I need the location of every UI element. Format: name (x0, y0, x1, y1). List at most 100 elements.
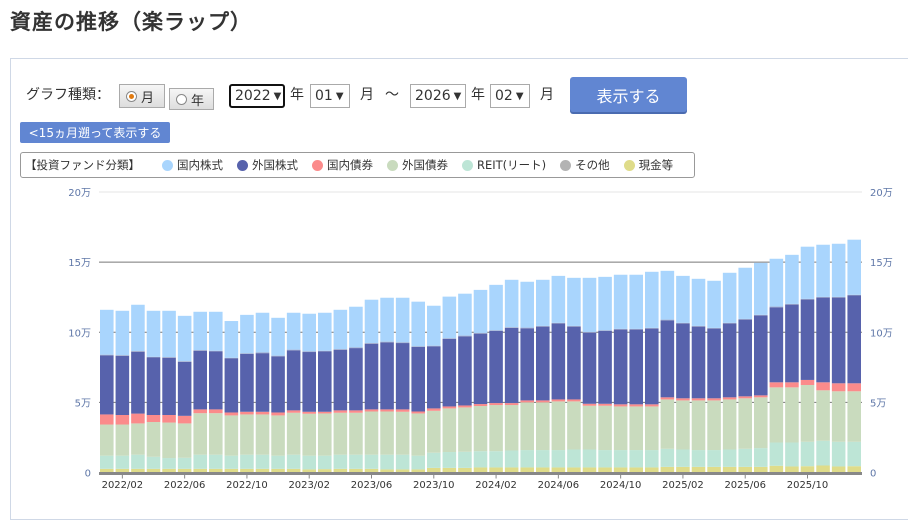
bar-segment (427, 345, 441, 347)
y-tick-label-right: 10万 (870, 328, 893, 339)
show-button[interactable]: 表示する (570, 77, 687, 112)
radio-month-label: 月 (141, 90, 155, 106)
bar-segment (240, 353, 254, 412)
bar-segment (660, 270, 675, 320)
radio-unchecked-icon (176, 93, 187, 105)
bar-segment (286, 349, 301, 351)
bar-segment (364, 343, 379, 410)
bar-segment (660, 399, 675, 449)
bar-segment (380, 342, 394, 410)
bar-segment (754, 395, 768, 398)
bar-segment (427, 305, 441, 346)
bar-segment (458, 293, 472, 336)
asset-stacked-bar-chart: 0 0 5万 5万 10万 10万 15万 15万 20万 20万 2022/02 2022/06 20… (68, 188, 893, 491)
bar-segment (240, 353, 254, 354)
bar-segment (364, 411, 379, 455)
bar-segment (598, 276, 612, 331)
bar-segment (754, 397, 768, 449)
legend-item: 外国債券 (387, 157, 448, 173)
bar-segment (536, 400, 550, 403)
bar-segment (442, 408, 457, 453)
bar-segment (473, 404, 488, 407)
bar-segment (536, 450, 550, 468)
bar-segment (255, 454, 270, 469)
radio-year[interactable]: 年 (169, 88, 214, 110)
bar-segment (286, 454, 301, 469)
bar-segment (504, 327, 519, 328)
bar-segment (722, 272, 737, 323)
bar-segment (613, 328, 628, 330)
bar-segment (613, 467, 628, 473)
bar-segment (520, 450, 534, 468)
bar-segment (520, 400, 534, 403)
bar-segment (598, 467, 612, 473)
bar-segment (224, 321, 239, 358)
chart-legend: 【投資ファンド分類】 国内株式 外国株式 国内債券 外国債券 REIT(リート) その他 現… (20, 152, 695, 178)
bar-segment (691, 450, 706, 467)
bar-segment (473, 451, 488, 468)
bar-segment (707, 400, 721, 451)
bar-segment (209, 351, 223, 410)
bar-segment (645, 328, 659, 405)
bar-segment (349, 306, 363, 348)
bar-segment (458, 335, 472, 337)
from-year-select[interactable]: 2022 ▼ (229, 84, 285, 108)
bar-segment (411, 301, 425, 347)
legend-swatch-icon (162, 159, 173, 171)
bar-segment (177, 457, 192, 469)
bar-segment (504, 403, 519, 406)
bar-segment (629, 450, 643, 468)
bar-segment (613, 404, 628, 407)
bar-segment (722, 323, 737, 398)
to-year-select[interactable]: 2026 ▼ (410, 84, 466, 108)
bar-segment (224, 357, 239, 359)
legend-label: 外国株式 (252, 158, 298, 172)
bar-segment (536, 279, 550, 326)
bar-segment (676, 398, 690, 401)
bar-segment (722, 449, 737, 467)
bar-segment (738, 448, 752, 467)
bar-segment (131, 468, 145, 473)
bar-segment (660, 319, 675, 321)
bar-segment (115, 355, 130, 356)
bar-segment (707, 466, 721, 473)
bar-segment (598, 405, 612, 451)
from-month-select[interactable]: 01 ▼ (310, 84, 350, 108)
bar-segment (146, 456, 161, 469)
bar-segment (567, 326, 581, 400)
bar-segment (629, 274, 643, 329)
bar-segment (302, 411, 316, 414)
bar-segment (754, 262, 768, 315)
bar-segment (629, 329, 643, 405)
chevron-down-icon: ▼ (515, 90, 524, 102)
bar-segment (504, 405, 519, 451)
bar-segment (224, 468, 239, 473)
bar-segment (613, 450, 628, 468)
back-15-months-button[interactable]: <15ヵ月遡って表示する (20, 122, 170, 143)
bar-segment (162, 468, 176, 473)
bar-segment (769, 442, 784, 466)
radio-month[interactable]: 月 (119, 84, 165, 108)
bar-segment (380, 469, 394, 473)
bar-segment (738, 466, 752, 473)
x-tick-label: 2024/10 (600, 480, 642, 491)
legend-label: 現金等 (638, 158, 674, 172)
bar-segment (115, 414, 130, 425)
to-month-select[interactable]: 02 ▼ (490, 84, 530, 108)
bar-segment (318, 413, 332, 456)
bar-segment (645, 406, 659, 451)
bar-segment (629, 404, 643, 407)
bar-segment (255, 312, 270, 353)
x-tick-label: 2022/02 (102, 480, 144, 491)
bar-segment (427, 452, 441, 468)
bar-segment (131, 454, 145, 469)
bar-segment (769, 306, 784, 308)
bar-segment (333, 349, 348, 411)
bar-segment (177, 468, 192, 473)
bar-segment (660, 466, 675, 473)
bar-segment (193, 350, 207, 351)
bar-segment (551, 467, 566, 473)
bar-segment (816, 297, 830, 383)
bar-segment (224, 412, 239, 416)
bar-segment (536, 325, 550, 327)
